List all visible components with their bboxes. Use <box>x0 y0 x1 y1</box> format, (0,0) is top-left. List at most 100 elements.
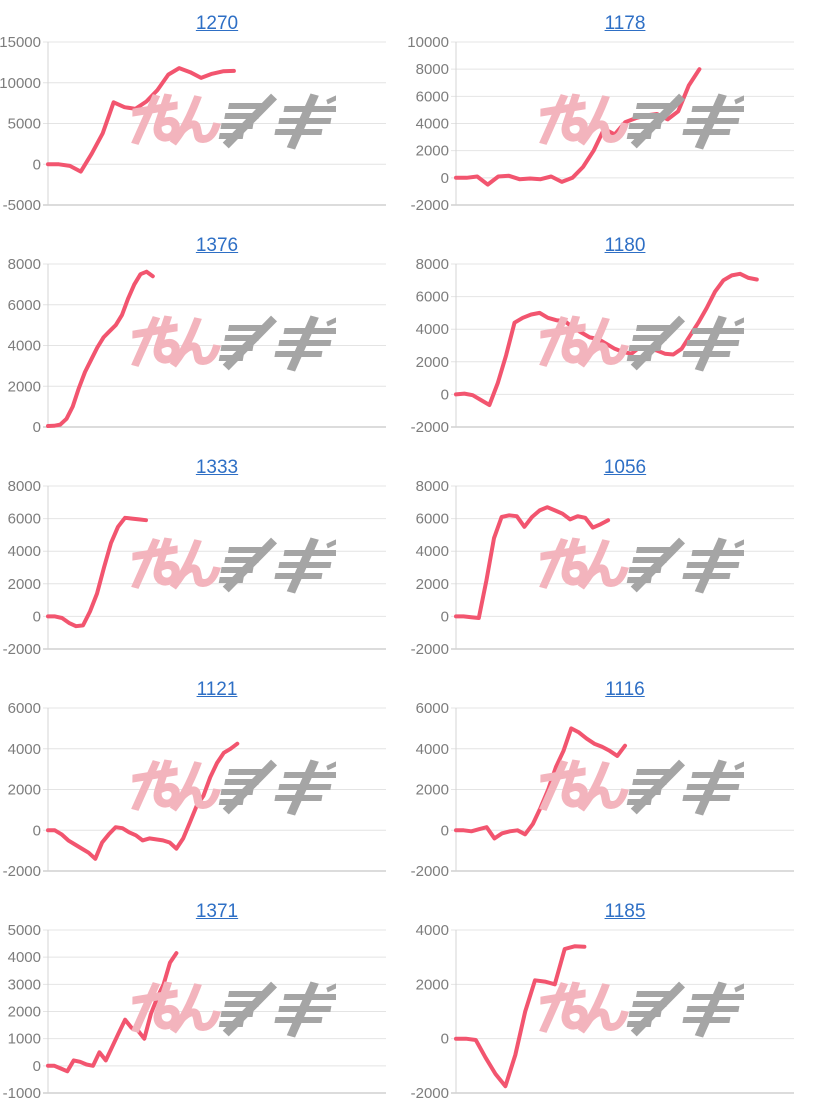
y-tick-label: 0 <box>33 419 41 436</box>
y-tick-label: 2000 <box>8 378 41 395</box>
y-tick-label: 0 <box>441 822 449 839</box>
chart-title-row: 1371 <box>0 888 408 924</box>
chart-card: 1056 8000 6000 4000 2000 0 -2000 <box>408 444 816 666</box>
line-chart-svg: 5000 4000 3000 2000 1000 0 -1000 <box>3 924 386 1102</box>
chart-title-link[interactable]: 1178 <box>604 13 646 35</box>
y-tick-label: 2000 <box>8 782 41 799</box>
y-tick-label: 5000 <box>8 924 41 939</box>
y-tick-label: -5000 <box>3 197 41 214</box>
chart-title-row: 1270 <box>0 0 408 36</box>
payout-line <box>46 66 236 174</box>
y-tick-label: 4000 <box>8 543 41 560</box>
y-tick-label: 4000 <box>416 543 449 560</box>
chart-title-row: 1333 <box>0 444 408 480</box>
chart-card: 1270 15000 10000 5000 0 -5000 <box>0 0 408 222</box>
y-tick-label: 5000 <box>8 116 41 133</box>
y-tick-label: 4000 <box>416 321 449 338</box>
chart-title-link[interactable]: 1333 <box>195 457 239 479</box>
y-tick-label: -2000 <box>3 641 41 658</box>
chart-card: 1185 4000 2000 0 -2000 <box>408 888 816 1110</box>
chart-card: 1376 8000 6000 4000 2000 0 <box>0 222 408 444</box>
chart-card: 1333 8000 6000 4000 2000 0 -2000 <box>0 444 408 666</box>
y-tick-label: 4000 <box>8 741 41 758</box>
y-tick-label: -2000 <box>411 1085 449 1102</box>
y-tick-label: 2000 <box>416 354 449 371</box>
y-tick-label: 6000 <box>8 511 41 528</box>
chart-plot-area: 6000 4000 2000 0 -2000 <box>408 702 816 888</box>
y-tick-label: 0 <box>441 386 449 403</box>
line-chart-svg: 6000 4000 2000 0 -2000 <box>3 702 386 880</box>
y-tick-label: 4000 <box>416 741 449 758</box>
chart-title-link[interactable]: 1376 <box>195 235 239 257</box>
line-chart-svg: 8000 6000 4000 2000 0 <box>8 258 386 436</box>
chart-title-row: 1180 <box>408 222 816 258</box>
chart-plot-area: 4000 2000 0 -2000 <box>408 924 816 1110</box>
y-tick-label: 4000 <box>8 338 41 355</box>
payout-line <box>454 271 759 407</box>
payout-line <box>454 726 627 841</box>
chart-title-row: 1178 <box>408 0 816 36</box>
chart-plot-area: 8000 6000 4000 2000 0 -2000 <box>0 480 408 666</box>
y-tick-label: 2000 <box>416 576 449 593</box>
y-tick-label: 6000 <box>8 297 41 314</box>
y-tick-label: 1000 <box>8 1031 41 1048</box>
payout-line <box>46 515 148 629</box>
y-tick-label: 8000 <box>8 480 41 495</box>
y-tick-label: -1000 <box>3 1085 41 1102</box>
y-tick-label: 3000 <box>8 976 41 993</box>
y-tick-label: 2000 <box>8 1004 41 1021</box>
chart-title-row: 1121 <box>0 666 408 702</box>
line-chart-svg: 8000 6000 4000 2000 0 -2000 <box>411 480 794 658</box>
chart-title-row: 1056 <box>408 444 816 480</box>
y-tick-label: 0 <box>441 170 449 187</box>
chart-plot-area: 15000 10000 5000 0 -5000 <box>0 36 408 222</box>
chart-title-link[interactable]: 1116 <box>605 679 645 701</box>
chart-title-link[interactable]: 1121 <box>196 679 238 701</box>
y-tick-label: 8000 <box>416 480 449 495</box>
y-tick-label: 2000 <box>8 576 41 593</box>
chart-title-row: 1376 <box>0 222 408 258</box>
y-tick-label: -2000 <box>411 419 449 436</box>
y-tick-label: 10000 <box>408 36 449 51</box>
y-tick-label: 15000 <box>0 36 41 51</box>
y-tick-label: 8000 <box>8 258 41 273</box>
chart-card: 1178 10000 8000 6000 4000 2000 0 -2000 <box>408 0 816 222</box>
y-tick-label: 8000 <box>416 258 449 273</box>
chart-title-link[interactable]: 1371 <box>195 901 239 923</box>
chart-card: 1116 6000 4000 2000 0 -2000 <box>408 666 816 888</box>
y-tick-label: -2000 <box>411 197 449 214</box>
y-tick-label: 2000 <box>416 143 449 160</box>
payout-line <box>46 951 179 1074</box>
y-tick-label: -2000 <box>411 863 449 880</box>
y-tick-label: 2000 <box>416 782 449 799</box>
y-tick-label: 0 <box>33 1058 41 1075</box>
chart-plot-area: 6000 4000 2000 0 -2000 <box>0 702 408 888</box>
chart-title-link[interactable]: 1180 <box>604 235 646 257</box>
y-tick-label: 4000 <box>8 949 41 966</box>
chart-title-link[interactable]: 1270 <box>195 13 239 35</box>
y-tick-label: 0 <box>441 608 449 625</box>
payout-line <box>454 505 611 620</box>
chart-plot-area: 8000 6000 4000 2000 0 <box>0 258 408 444</box>
line-chart-svg: 6000 4000 2000 0 -2000 <box>411 702 794 880</box>
y-tick-label: 6000 <box>416 702 449 717</box>
y-tick-label: 0 <box>441 1031 449 1048</box>
payout-line <box>454 67 702 187</box>
y-tick-label: -2000 <box>411 641 449 658</box>
payout-line <box>46 269 155 428</box>
chart-title-link[interactable]: 1185 <box>604 901 646 923</box>
chart-plot-area: 5000 4000 3000 2000 1000 0 -1000 <box>0 924 408 1110</box>
line-chart-svg: 8000 6000 4000 2000 0 -2000 <box>3 480 386 658</box>
chart-card: 1121 6000 4000 2000 0 -2000 <box>0 666 408 888</box>
line-chart-svg: 10000 8000 6000 4000 2000 0 -2000 <box>408 36 794 214</box>
chart-title-link[interactable]: 1056 <box>603 457 647 479</box>
y-tick-label: 4000 <box>416 924 449 939</box>
y-tick-label: 4000 <box>416 116 449 133</box>
chart-plot-area: 8000 6000 4000 2000 0 -2000 <box>408 480 816 666</box>
y-tick-label: 6000 <box>416 511 449 528</box>
payout-line <box>46 741 240 861</box>
y-tick-label: 6000 <box>416 289 449 306</box>
chart-title-row: 1185 <box>408 888 816 924</box>
y-tick-label: 0 <box>33 156 41 173</box>
